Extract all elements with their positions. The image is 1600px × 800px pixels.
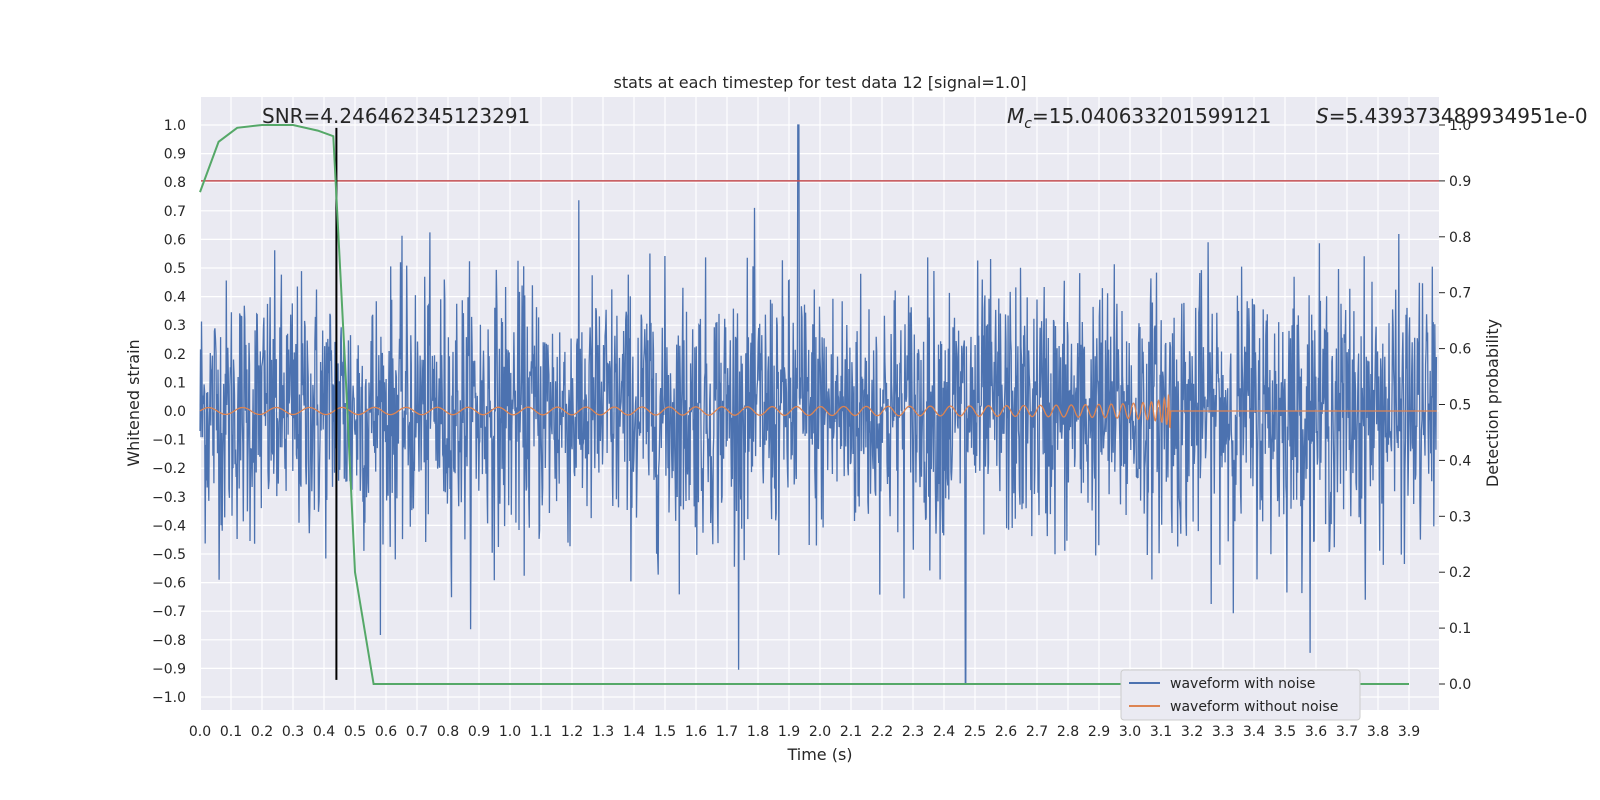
x-tick-label: 2.3 (902, 724, 924, 740)
y-tick-label: 0.5 (164, 261, 186, 277)
right-axis-ticks: 1.0 0.9 0.8 0.7 0.6 0.5 0.4 0.3 0.2 0.1 0.0 (1439, 118, 1471, 693)
x-tick-label: 0.1 (220, 724, 242, 740)
s-symbol: S (1316, 104, 1329, 128)
x-tick-label: 0.7 (406, 724, 428, 740)
x-tick-label: 1.6 (685, 724, 707, 740)
right-tick-label: 0.6 (1449, 342, 1471, 358)
y-tick-label: 0.2 (164, 347, 186, 363)
x-tick-label: 1.4 (623, 724, 645, 740)
right-tick-label: 0.5 (1449, 398, 1471, 414)
x-tick-label: 3.2 (1181, 724, 1203, 740)
x-tick-label: 2.7 (1026, 724, 1048, 740)
x-tick-label: 2.6 (995, 724, 1017, 740)
y-tick-label: 0.0 (164, 404, 186, 420)
x-tick-label: 3.3 (1212, 724, 1234, 740)
s-value: =5.439373489934951e-0 (1329, 104, 1588, 128)
x-axis-label: Time (s) (786, 745, 852, 764)
y-tick-label: −0.2 (152, 461, 186, 477)
y-tick-label: −0.9 (152, 661, 186, 677)
series-line-clean (199, 394, 1437, 429)
x-tick-label: 0.0 (189, 724, 211, 740)
chirp-mass-subscript: c (1024, 116, 1032, 132)
right-tick-label: 0.2 (1449, 565, 1471, 581)
y-tick-label: 0.6 (164, 232, 186, 248)
right-tick-label: 0.8 (1449, 230, 1471, 246)
y-tick-label: 0.9 (164, 147, 186, 163)
y-tick-label: 1.0 (164, 118, 186, 134)
x-tick-label: 0.5 (344, 724, 366, 740)
series-line-probability (199, 124, 1409, 685)
y-tick-label: 0.4 (164, 290, 186, 306)
x-tick-label: 0.4 (313, 724, 335, 740)
y-tick-label: −0.4 (152, 518, 186, 534)
y-axis-label: Whitened strain (124, 339, 143, 466)
x-tick-label: 1.2 (561, 724, 583, 740)
legend-label-noise: waveform with noise (1170, 676, 1315, 692)
x-axis-ticks: 0.0 0.1 0.2 0.3 0.4 0.5 0.6 0.7 0.8 0.9 1.0 1.1 1.2 1… (189, 724, 1420, 740)
y-tick-label: −0.7 (152, 604, 186, 620)
x-tick-label: 2.2 (871, 724, 893, 740)
x-tick-label: 3.8 (1367, 724, 1389, 740)
legend: waveform with noise waveform without noi… (1120, 669, 1361, 721)
x-tick-label: 2.1 (840, 724, 862, 740)
x-tick-label: 0.2 (251, 724, 273, 740)
right-axis-label: Detection probability (1483, 319, 1502, 487)
y-tick-label: 0.1 (164, 375, 186, 391)
x-tick-label: 0.6 (375, 724, 397, 740)
right-tick-label: 1.0 (1449, 118, 1471, 134)
x-tick-label: 2.0 (809, 724, 831, 740)
x-tick-label: 3.0 (1119, 724, 1141, 740)
x-tick-label: 3.7 (1336, 724, 1358, 740)
chart-title: stats at each timestep for test data 12 … (614, 73, 1027, 92)
s-annotation: S=5.439373489934951e-0 (1316, 104, 1588, 128)
x-tick-label: 1.3 (592, 724, 614, 740)
x-tick-label: 1.1 (530, 724, 552, 740)
x-tick-label: 1.5 (654, 724, 676, 740)
chirp-mass-annotation: Mc=15.040633201599121 (1007, 104, 1271, 132)
y-tick-label: 0.3 (164, 318, 186, 334)
x-tick-label: 3.1 (1150, 724, 1172, 740)
right-tick-label: 0.4 (1449, 453, 1471, 469)
right-tick-label: 0.3 (1449, 509, 1471, 525)
x-tick-label: 0.8 (437, 724, 459, 740)
y-axis-ticks: 1.0 0.9 0.8 0.7 0.6 0.5 0.4 0.3 0.2 0.1 0.0 −0.1 −0.… (152, 118, 186, 706)
y-tick-label: 0.8 (164, 175, 186, 191)
x-tick-label: 2.5 (964, 724, 986, 740)
x-tick-label: 3.6 (1305, 724, 1327, 740)
x-tick-label: 0.3 (282, 724, 304, 740)
x-tick-label: 2.4 (933, 724, 955, 740)
y-tick-label: −0.3 (152, 490, 186, 506)
right-tick-label: 0.7 (1449, 286, 1471, 302)
x-tick-label: 3.4 (1243, 724, 1265, 740)
y-tick-label: −0.5 (152, 547, 186, 563)
x-tick-label: 1.7 (716, 724, 738, 740)
right-tick-label: 0.1 (1449, 621, 1471, 637)
x-tick-label: 2.8 (1057, 724, 1079, 740)
plot-series-group (199, 124, 1439, 685)
right-tick-label: 0.0 (1449, 677, 1471, 693)
x-tick-label: 0.9 (468, 724, 490, 740)
x-tick-label: 2.9 (1088, 724, 1110, 740)
y-tick-label: 0.7 (164, 204, 186, 220)
legend-box (1120, 669, 1361, 721)
y-tick-label: −0.8 (152, 633, 186, 649)
y-tick-label: −0.6 (152, 576, 186, 592)
x-tick-label: 1.8 (747, 724, 769, 740)
x-tick-label: 1.0 (499, 724, 521, 740)
x-tick-label: 1.9 (778, 724, 800, 740)
right-tick-label: 0.9 (1449, 174, 1471, 190)
x-tick-label: 3.5 (1274, 724, 1296, 740)
y-tick-label: −1.0 (152, 690, 186, 706)
legend-label-clean: waveform without noise (1170, 699, 1338, 715)
y-tick-label: −0.1 (152, 433, 186, 449)
x-tick-label: 3.9 (1398, 724, 1420, 740)
snr-annotation: SNR=4.246462345123291 (262, 104, 530, 128)
chirp-mass-value: =15.040633201599121 (1032, 104, 1271, 128)
chirp-mass-symbol: M (1007, 104, 1024, 128)
